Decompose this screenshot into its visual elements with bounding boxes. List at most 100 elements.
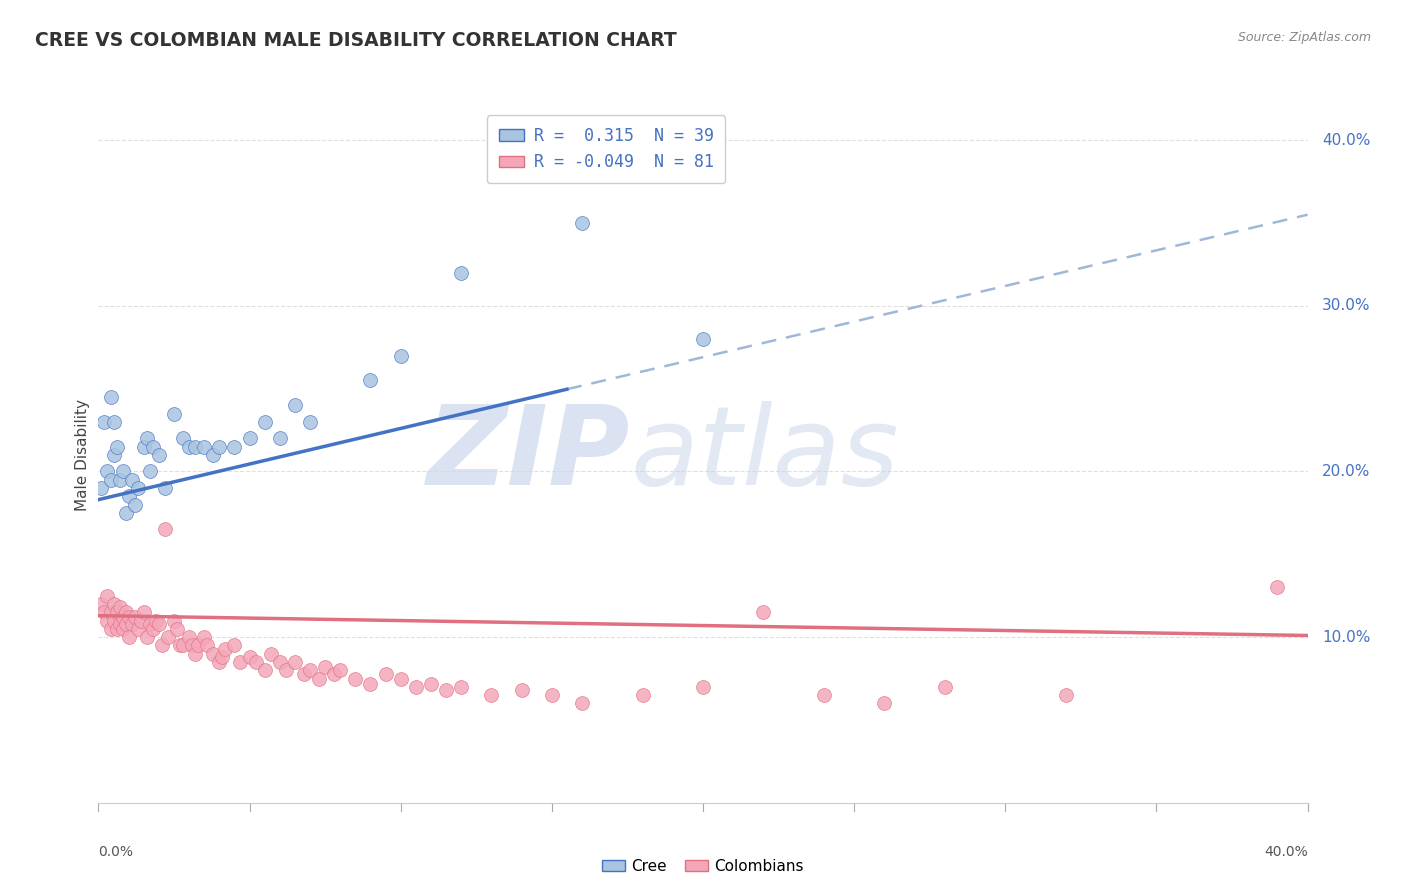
Point [571,216,593,230]
Point [169,639,191,653]
Point [419,676,441,690]
Point [100,473,122,487]
Point [105,440,128,454]
Point [184,440,207,454]
Point [105,622,128,636]
Point [314,660,336,674]
Point [139,616,162,631]
Point [163,614,186,628]
Point [193,440,215,454]
Point [121,473,143,487]
Point [114,616,136,631]
Point [153,523,176,537]
Point [181,639,204,653]
Point [177,440,201,454]
Point [540,688,562,702]
Point [124,610,146,624]
Text: atlas: atlas [630,401,898,508]
Point [108,473,131,487]
Point [100,622,122,636]
Point [111,610,134,624]
Point [631,688,654,702]
Point [177,630,201,644]
Point [172,639,194,653]
Point [118,489,141,503]
Point [96,589,118,603]
Point [434,683,457,698]
Point [148,616,170,631]
Y-axis label: Male Disability: Male Disability [75,399,90,511]
Point [103,415,125,429]
Text: 0.0%: 0.0% [98,845,134,858]
Point [193,630,215,644]
Text: 10.0%: 10.0% [1322,630,1371,645]
Point [692,680,714,694]
Point [323,666,346,681]
Point [121,616,143,631]
Point [292,666,315,681]
Point [253,415,276,429]
Point [100,605,122,619]
Point [208,440,231,454]
Point [184,647,207,661]
Point [142,622,165,636]
Point [405,680,427,694]
Point [260,647,283,661]
Point [96,465,118,479]
Text: 20.0%: 20.0% [1322,464,1371,479]
Text: 40.0%: 40.0% [1322,133,1371,148]
Point [308,672,330,686]
Point [211,650,233,665]
Point [118,610,141,624]
Point [166,622,188,636]
Point [344,672,367,686]
Point [274,663,297,677]
Point [124,498,146,512]
Point [245,655,267,669]
Point [135,431,157,445]
Point [93,415,115,429]
Point [108,616,131,631]
Point [1265,581,1288,595]
Point [150,639,173,653]
Point [148,448,170,462]
Point [224,440,246,454]
Point [284,398,307,412]
Point [111,465,134,479]
Point [389,349,412,363]
Point [127,622,149,636]
Legend: Cree, Colombians: Cree, Colombians [596,853,810,880]
Point [135,630,157,644]
Point [132,440,155,454]
Point [129,614,152,628]
Point [253,663,276,677]
Point [90,597,112,611]
Point [450,266,472,280]
Point [510,683,533,698]
Point [114,506,136,520]
Point [132,605,155,619]
Point [329,663,352,677]
Point [752,605,775,619]
Point [153,481,176,495]
Text: ZIP: ZIP [427,401,630,508]
Point [103,448,125,462]
Point [100,390,122,404]
Point [692,332,714,346]
Point [374,666,396,681]
Point [156,630,179,644]
Point [934,680,956,694]
Point [163,407,186,421]
Point [139,465,162,479]
Point [571,697,593,711]
Point [1054,688,1077,702]
Point [108,600,131,615]
Point [105,605,128,619]
Point [389,672,412,686]
Point [187,639,209,653]
Point [299,415,322,429]
Legend: R =  0.315  N = 39, R = -0.049  N = 81: R = 0.315 N = 39, R = -0.049 N = 81 [486,115,725,183]
Point [93,605,115,619]
Point [103,597,125,611]
Point [90,481,112,495]
